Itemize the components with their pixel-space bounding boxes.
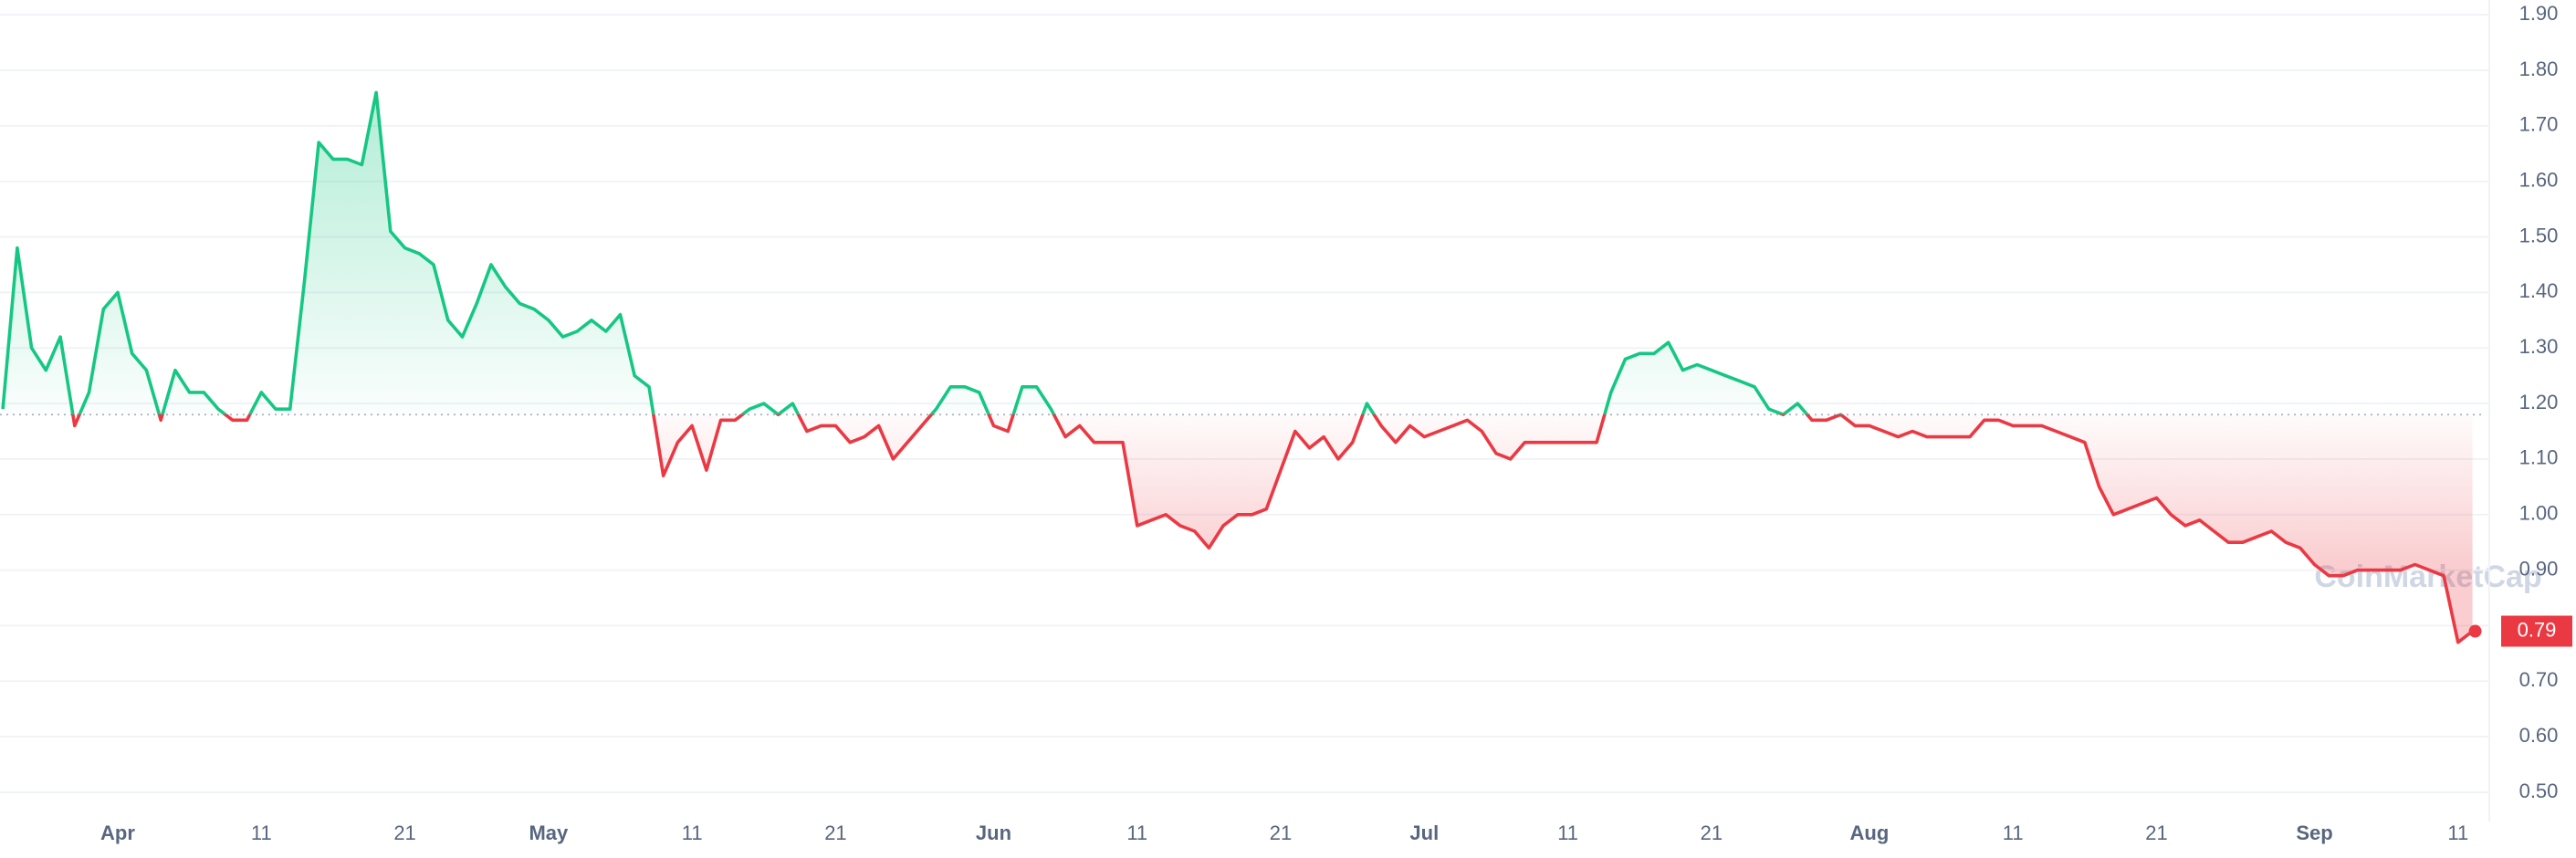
x-tick-label: May bbox=[529, 821, 569, 844]
y-tick-label: 1.40 bbox=[2519, 279, 2559, 302]
y-tick-label: 0.90 bbox=[2519, 557, 2559, 580]
price-line bbox=[1, 90, 2474, 644]
x-tick-label: Aug bbox=[1850, 821, 1890, 844]
y-tick-label: 1.60 bbox=[2519, 169, 2559, 192]
y-tick-label: 0.60 bbox=[2519, 724, 2559, 747]
y-tick-label: 1.00 bbox=[2519, 502, 2559, 525]
y-tick-label: 1.90 bbox=[2519, 2, 2559, 25]
price-tag bbox=[2501, 615, 2572, 647]
y-tick-label: 0.70 bbox=[2519, 668, 2559, 691]
x-tick-label: 21 bbox=[824, 821, 846, 844]
x-tick-label: Jun bbox=[976, 821, 1011, 844]
x-tick-label: Jul bbox=[1409, 821, 1439, 844]
price-tag-label: 0.79 bbox=[2518, 618, 2557, 641]
x-tick-label: 11 bbox=[682, 821, 703, 844]
y-tick-label: 1.30 bbox=[2519, 335, 2559, 358]
x-tick-label: 11 bbox=[2003, 821, 2024, 844]
x-tick-label: 21 bbox=[1701, 821, 1723, 844]
x-tick-label: 21 bbox=[393, 821, 415, 844]
y-tick-label: 1.10 bbox=[2519, 446, 2559, 469]
x-tick-label: 11 bbox=[1126, 821, 1147, 844]
y-tick-label: 1.20 bbox=[2519, 391, 2559, 413]
x-tick-label: 11 bbox=[2447, 821, 2468, 844]
x-tick-label: Sep bbox=[2296, 821, 2332, 844]
x-tick-label: 21 bbox=[1270, 821, 1292, 844]
x-tick-label: 11 bbox=[1557, 821, 1578, 844]
y-tick-label: 1.70 bbox=[2519, 113, 2559, 136]
y-tick-label: 1.50 bbox=[2519, 224, 2559, 246]
x-tick-label: 21 bbox=[2145, 821, 2167, 844]
current-dot bbox=[2468, 624, 2482, 638]
x-tick-label: 11 bbox=[251, 821, 272, 844]
x-tick-label: Apr bbox=[100, 821, 135, 844]
y-tick-label: 0.50 bbox=[2519, 780, 2559, 802]
area-fill bbox=[3, 92, 2473, 643]
y-tick-label: 1.80 bbox=[2519, 58, 2559, 80]
